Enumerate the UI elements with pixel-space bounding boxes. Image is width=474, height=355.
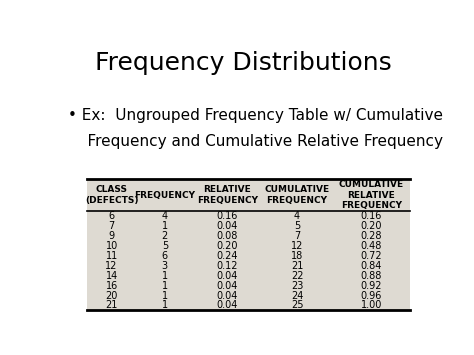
Text: • Ex:  Ungrouped Frequency Table w/ Cumulative: • Ex: Ungrouped Frequency Table w/ Cumul… bbox=[68, 108, 444, 123]
Text: 5: 5 bbox=[162, 241, 168, 251]
Text: 6: 6 bbox=[109, 211, 115, 221]
Text: 25: 25 bbox=[291, 300, 303, 311]
Text: 0.72: 0.72 bbox=[361, 251, 383, 261]
Text: 4: 4 bbox=[294, 211, 300, 221]
Text: 1: 1 bbox=[162, 221, 168, 231]
Text: 0.20: 0.20 bbox=[217, 241, 238, 251]
Text: 24: 24 bbox=[291, 290, 303, 301]
Text: 4: 4 bbox=[162, 211, 168, 221]
Text: 12: 12 bbox=[105, 261, 118, 271]
Text: 1: 1 bbox=[162, 280, 168, 290]
Text: 0.84: 0.84 bbox=[361, 261, 382, 271]
Text: Frequency Distributions: Frequency Distributions bbox=[94, 51, 392, 75]
Text: 12: 12 bbox=[291, 241, 303, 251]
Text: 23: 23 bbox=[291, 280, 303, 290]
Text: 1: 1 bbox=[162, 271, 168, 280]
Text: 7: 7 bbox=[109, 221, 115, 231]
Text: CLASS
(DEFECTS): CLASS (DEFECTS) bbox=[85, 185, 138, 205]
Text: 0.12: 0.12 bbox=[217, 261, 238, 271]
Text: CUMULATIVE
FREQUENCY: CUMULATIVE FREQUENCY bbox=[264, 185, 330, 205]
Text: 7: 7 bbox=[294, 231, 300, 241]
Text: 10: 10 bbox=[106, 241, 118, 251]
Text: FREQUENCY: FREQUENCY bbox=[134, 191, 195, 200]
Text: 0.04: 0.04 bbox=[217, 280, 238, 290]
Text: 2: 2 bbox=[162, 231, 168, 241]
Text: 16: 16 bbox=[106, 280, 118, 290]
Text: 5: 5 bbox=[294, 221, 300, 231]
Text: 0.92: 0.92 bbox=[361, 280, 382, 290]
Text: Frequency and Cumulative Relative Frequency: Frequency and Cumulative Relative Freque… bbox=[68, 134, 444, 149]
Text: 1.00: 1.00 bbox=[361, 300, 382, 311]
Text: 0.24: 0.24 bbox=[217, 251, 238, 261]
Text: 1: 1 bbox=[162, 300, 168, 311]
Text: 0.48: 0.48 bbox=[361, 241, 382, 251]
Text: 3: 3 bbox=[162, 261, 168, 271]
Text: 18: 18 bbox=[291, 251, 303, 261]
Text: CUMULATIVE
RELATIVE
FREQUENCY: CUMULATIVE RELATIVE FREQUENCY bbox=[339, 180, 404, 210]
Text: 9: 9 bbox=[109, 231, 115, 241]
Text: RELATIVE
FREQUENCY: RELATIVE FREQUENCY bbox=[197, 185, 258, 205]
Text: 6: 6 bbox=[162, 251, 168, 261]
Text: 14: 14 bbox=[106, 271, 118, 280]
Text: 21: 21 bbox=[291, 261, 303, 271]
Text: 0.04: 0.04 bbox=[217, 221, 238, 231]
Text: 0.08: 0.08 bbox=[217, 231, 238, 241]
Text: 0.16: 0.16 bbox=[217, 211, 238, 221]
Text: 0.04: 0.04 bbox=[217, 271, 238, 280]
Text: 20: 20 bbox=[105, 290, 118, 301]
Text: 0.04: 0.04 bbox=[217, 300, 238, 311]
Text: 22: 22 bbox=[291, 271, 303, 280]
Text: 0.04: 0.04 bbox=[217, 290, 238, 301]
Text: 1: 1 bbox=[162, 290, 168, 301]
Text: 11: 11 bbox=[106, 251, 118, 261]
Text: 21: 21 bbox=[105, 300, 118, 311]
Text: 0.28: 0.28 bbox=[361, 231, 382, 241]
Text: 0.88: 0.88 bbox=[361, 271, 382, 280]
Text: 0.96: 0.96 bbox=[361, 290, 382, 301]
Text: 0.16: 0.16 bbox=[361, 211, 382, 221]
Text: 0.20: 0.20 bbox=[361, 221, 382, 231]
